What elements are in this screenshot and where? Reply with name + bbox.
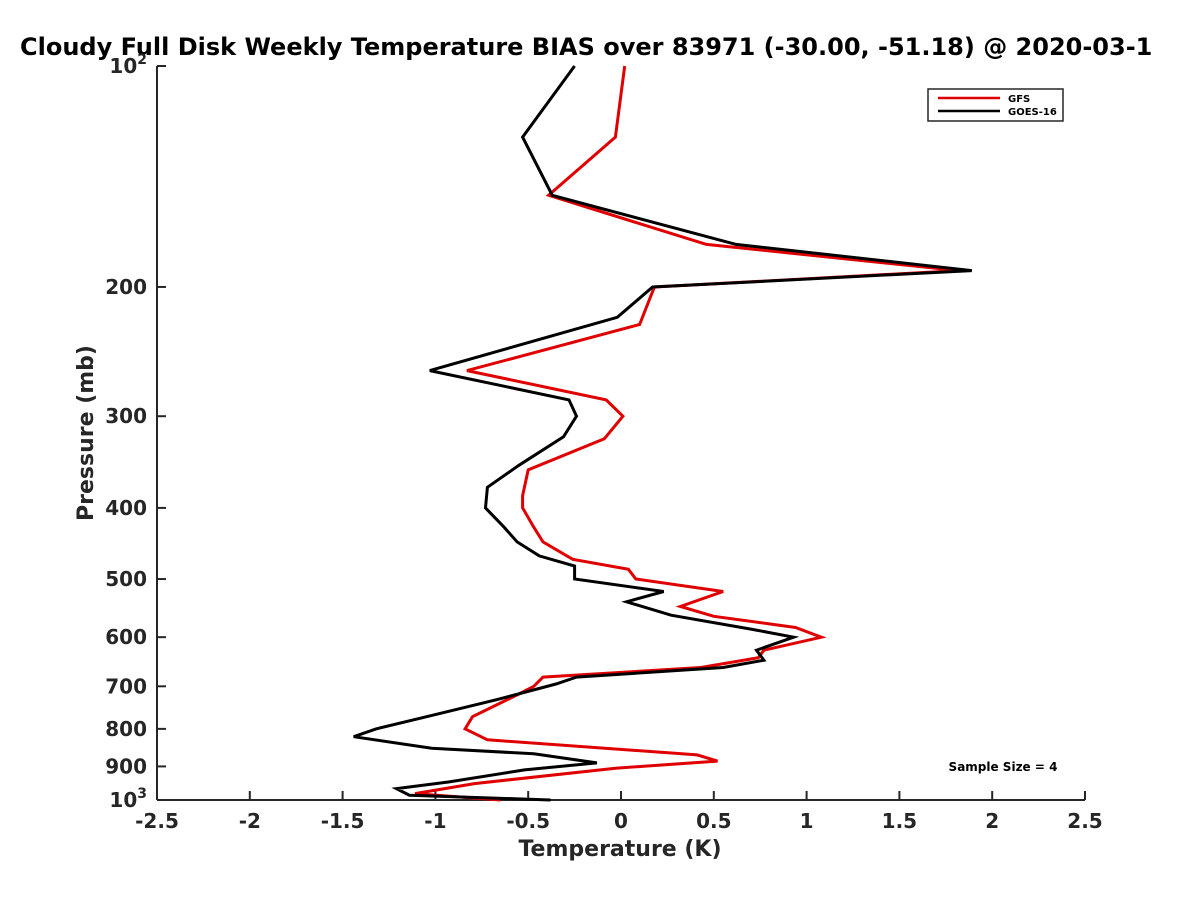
y-tick-label: 102 [109, 52, 147, 78]
y-tick-label: 103 [109, 786, 147, 812]
y-tick-label: 500 [105, 567, 147, 591]
y-axis-label: Pressure (mb) [74, 345, 99, 521]
y-tick-label: 600 [105, 625, 147, 649]
axes: -2.5 -2 -1.5 -1 -0.5 0 0.5 1 1.5 2 2.5 102 200 300 400… [105, 52, 1102, 833]
sample-size-annotation: Sample Size = 4 [949, 760, 1058, 774]
y-tick-label: 700 [105, 674, 147, 698]
x-tick-label: 0.5 [696, 809, 731, 833]
chart-title: Cloudy Full Disk Weekly Temperature BIAS… [20, 33, 1152, 61]
x-tick-label: 2 [985, 809, 999, 833]
y-tick-label: 900 [105, 754, 147, 778]
legend-box [927, 88, 1064, 122]
x-tick-label: 1.5 [882, 809, 917, 833]
x-tick-label: -2.5 [135, 809, 179, 833]
series-line-goes-16 [353, 65, 972, 802]
x-tick-label: -2 [239, 809, 261, 833]
y-tick-label: 300 [105, 404, 147, 428]
x-tick-label: 1 [800, 809, 814, 833]
x-tick-label: -0.5 [506, 809, 550, 833]
series-layer [353, 65, 972, 802]
x-tick-label: 2.5 [1067, 809, 1102, 833]
legend-label-gfs: GFS [1008, 94, 1030, 105]
y-tick-label: 200 [105, 275, 147, 299]
x-tick-label: -1 [424, 809, 446, 833]
x-tick-label: -1.5 [321, 809, 365, 833]
series-line-gfs [414, 65, 959, 802]
legend-label-goes-16: GOES-16 [1008, 107, 1057, 118]
legend: GFS GOES-16 [927, 88, 1064, 122]
y-tick-label: 800 [105, 717, 147, 741]
y-tick-label: 400 [105, 496, 147, 520]
x-axis-label: Temperature (K) [518, 837, 721, 862]
x-tick-label: 0 [614, 809, 628, 833]
